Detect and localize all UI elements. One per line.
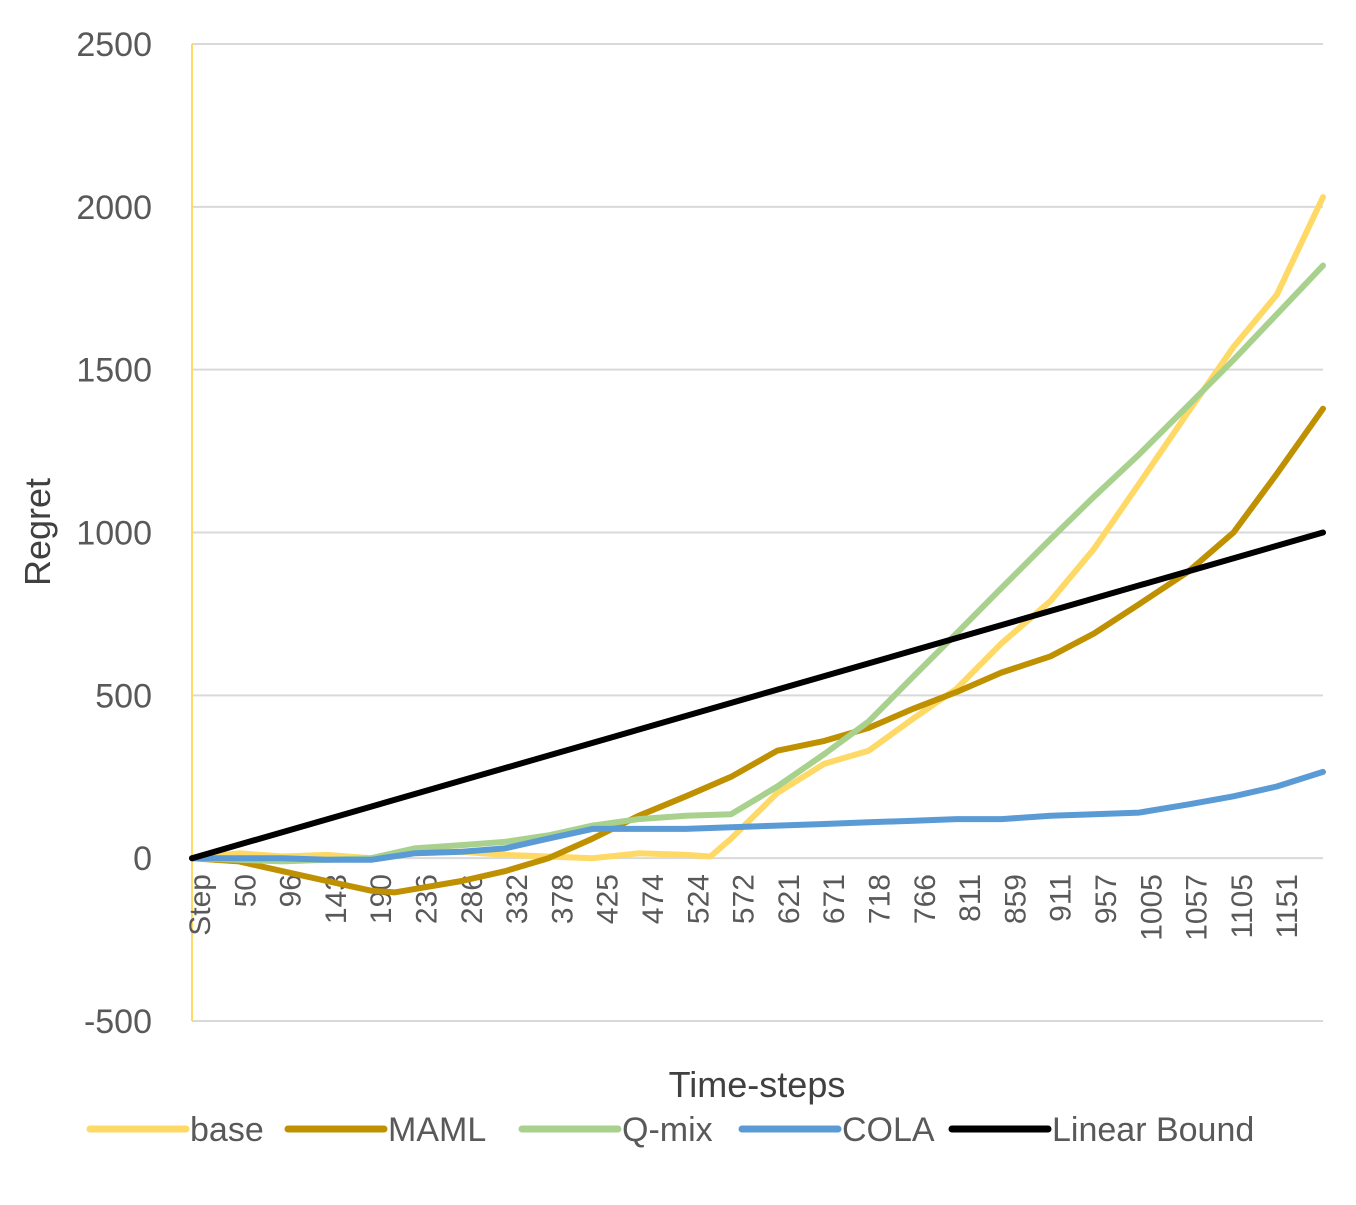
x-axis-ticks: Step 50 96 143 190 236 286 332 378 425 474 524 572 62… — [184, 874, 1304, 941]
x-tick-label: 1151 — [1271, 874, 1304, 939]
x-axis-title: Time-steps — [669, 1064, 846, 1105]
legend: base MAML Q-mix COLA Linear Bound — [86, 1111, 1254, 1149]
x-tick-label: 671 — [818, 874, 851, 924]
x-tick-label: 1057 — [1181, 874, 1214, 941]
x-tick-label: 766 — [909, 874, 942, 924]
x-tick-label: 332 — [501, 874, 534, 924]
x-tick-label: 1005 — [1135, 874, 1168, 941]
series-line-cola — [189, 768, 1326, 863]
x-tick-label: Step — [184, 874, 217, 936]
y-axis-ticks: 2500 2000 1500 1000 500 0 -500 — [76, 26, 152, 1041]
y-tick-label: 0 — [133, 840, 152, 878]
x-tick-label: 524 — [682, 874, 715, 924]
y-tick-label: 2500 — [76, 26, 152, 64]
series-line-maml — [189, 405, 1326, 896]
series-lines — [189, 194, 1326, 896]
y-tick-label: 1500 — [76, 352, 152, 390]
legend-label-linear-bound: Linear Bound — [1052, 1111, 1254, 1149]
x-tick-label: 474 — [637, 874, 670, 924]
x-tick-label: 718 — [864, 874, 897, 924]
y-tick-label: 2000 — [76, 189, 152, 227]
y-tick-label: 500 — [95, 677, 152, 715]
legend-label-maml: MAML — [388, 1111, 486, 1149]
y-tick-label: -500 — [84, 1003, 152, 1041]
x-tick-label: 572 — [728, 874, 761, 924]
x-tick-label: 190 — [365, 874, 398, 924]
x-tick-label: 859 — [999, 874, 1032, 924]
y-tick-label: 1000 — [76, 515, 152, 553]
series-line-q-mix — [189, 262, 1326, 865]
x-tick-label: 378 — [546, 874, 579, 924]
legend-label-base: base — [190, 1111, 264, 1149]
x-tick-label: 957 — [1090, 874, 1123, 924]
legend-label-cola: COLA — [842, 1111, 935, 1149]
series-line-linear-bound — [189, 529, 1326, 862]
x-tick-label: 425 — [592, 874, 625, 924]
x-tick-label: 811 — [954, 874, 987, 922]
legend-label-q-mix: Q-mix — [622, 1111, 713, 1149]
x-tick-label: 1105 — [1226, 874, 1259, 939]
x-tick-label: 911 — [1045, 874, 1078, 922]
x-tick-label: 621 — [773, 874, 806, 924]
x-tick-label: 236 — [411, 874, 444, 924]
x-tick-label: 50 — [229, 874, 262, 907]
x-tick-label: 96 — [275, 874, 308, 907]
y-axis-title: Regret — [17, 478, 58, 586]
